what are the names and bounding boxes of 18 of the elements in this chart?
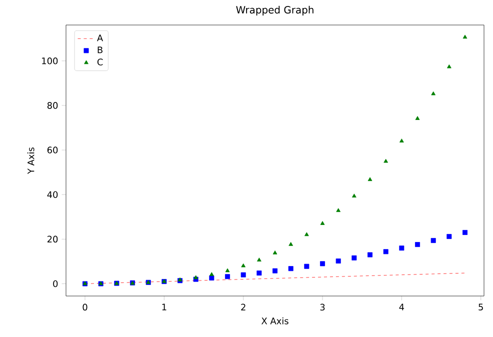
y-tick-label: 20 [47,236,58,243]
x-tick-label: 2 [241,304,246,310]
y-tick-label: 0 [53,280,58,288]
legend-label: A [97,34,104,42]
x-tick-label: 1 [162,304,166,310]
legend-label: C [97,58,103,66]
y-tick-label: 100 [42,57,58,64]
y-axis-title: Y Axis [27,147,34,174]
x-tick-label: 4 [399,304,404,310]
x-axis-title: X Axis [261,317,288,324]
y-tick-label: 40 [47,191,58,198]
x-tick-label: 0 [82,304,88,311]
y-tick-label: 80 [47,102,58,109]
x-tick-label: 3 [320,304,325,311]
x-tick-label: 5 [478,304,483,310]
legend-label: B [98,46,102,54]
y-tick-label: 60 [47,146,58,154]
chart-title: Wrapped Graph [236,6,314,16]
